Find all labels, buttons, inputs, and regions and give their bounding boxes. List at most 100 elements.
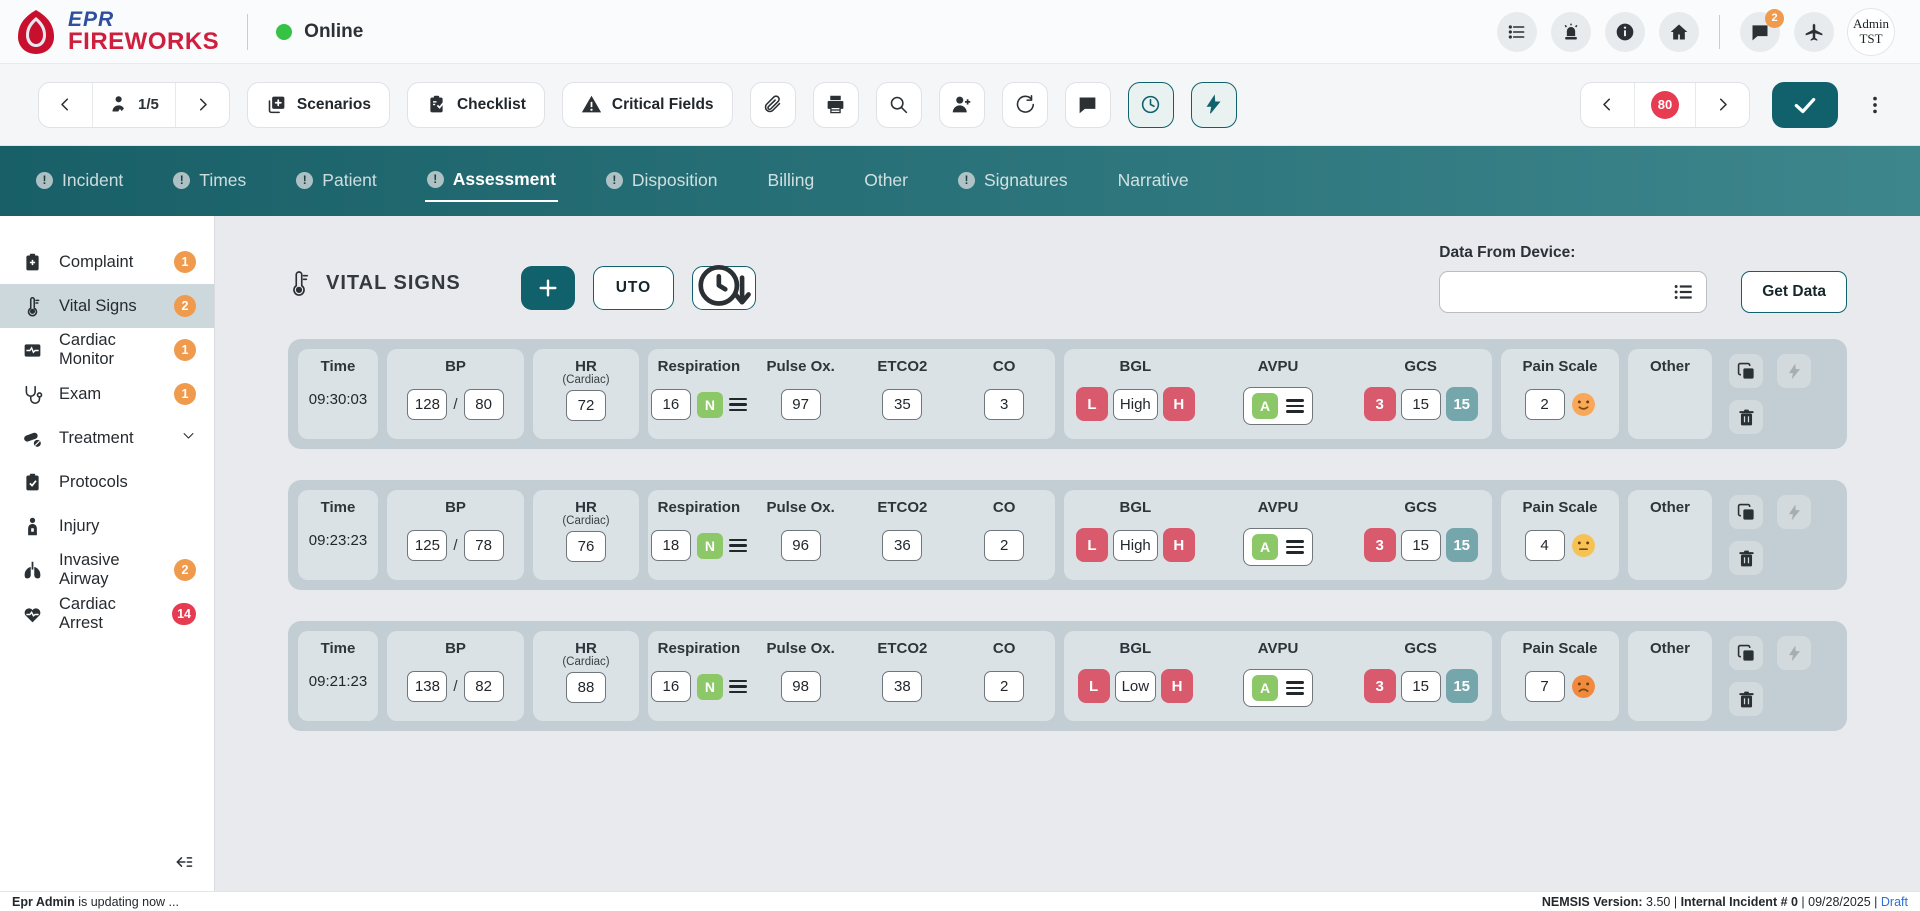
etco2-input[interactable]: 36 (882, 530, 922, 561)
sidebar-item-treatment[interactable]: Treatment (0, 416, 214, 460)
bgl-high-chip[interactable]: H (1163, 387, 1195, 421)
bp-diastolic-input[interactable]: 78 (464, 530, 504, 561)
respiration-options-icon[interactable] (729, 539, 747, 553)
bgl-value-input[interactable]: High (1113, 389, 1158, 420)
delete-row-button[interactable] (1729, 541, 1763, 575)
quick-actions-button[interactable] (1191, 82, 1237, 128)
get-data-button[interactable]: Get Data (1741, 271, 1847, 313)
tab-patient[interactable]: !Patient (294, 162, 378, 201)
time-import-button[interactable] (692, 266, 756, 310)
bp-diastolic-input[interactable]: 80 (464, 389, 504, 420)
sidebar-item-vital-signs[interactable]: Vital Signs 2 (0, 284, 214, 328)
patient-next-button[interactable] (176, 83, 229, 127)
etco2-input[interactable]: 38 (882, 671, 922, 702)
record-prev-button[interactable] (1581, 83, 1635, 127)
respiration-input[interactable]: 16 (651, 389, 691, 420)
respiration-options-icon[interactable] (729, 398, 747, 412)
time-cell[interactable]: Time 09:23:23 (298, 490, 378, 580)
other-cell[interactable]: Other (1628, 349, 1712, 439)
tab-billing[interactable]: !Billing (766, 162, 817, 201)
sidebar-item-cardiac-monitor[interactable]: Cardiac Monitor 1 (0, 328, 214, 372)
respiration-quality-chip[interactable]: N (697, 674, 723, 700)
critical-fields-button[interactable]: Critical Fields (562, 82, 733, 128)
row-quick-action-button[interactable] (1777, 495, 1811, 529)
gcs-first-chip[interactable]: 3 (1364, 387, 1396, 421)
gcs-total-input[interactable]: 15 (1401, 530, 1441, 561)
record-next-button[interactable] (1696, 83, 1749, 127)
sidebar-item-injury[interactable]: Injury (0, 504, 214, 548)
pain-input[interactable]: 7 (1525, 671, 1565, 702)
more-options-button[interactable] (1860, 82, 1890, 128)
gcs-first-chip[interactable]: 3 (1364, 528, 1396, 562)
other-cell[interactable]: Other (1628, 631, 1712, 721)
tab-disposition[interactable]: !Disposition (604, 162, 720, 201)
home-button[interactable] (1659, 12, 1699, 52)
device-select[interactable] (1439, 271, 1707, 313)
gcs-max-chip[interactable]: 15 (1446, 528, 1478, 562)
delete-row-button[interactable] (1729, 682, 1763, 716)
sidebar-item-exam[interactable]: Exam 1 (0, 372, 214, 416)
bgl-low-chip[interactable]: L (1076, 387, 1108, 421)
copy-row-button[interactable] (1729, 495, 1763, 529)
sidebar-item-complaint[interactable]: Complaint 1 (0, 240, 214, 284)
tab-incident[interactable]: !Incident (34, 162, 125, 201)
pulse-ox-input[interactable]: 98 (781, 671, 821, 702)
time-cell[interactable]: Time 09:21:23 (298, 631, 378, 721)
respiration-quality-chip[interactable]: N (697, 533, 723, 559)
sidebar-item-cardiac-arrest[interactable]: Cardiac Arrest 14 (0, 592, 214, 636)
draft-status-link[interactable]: Draft (1881, 895, 1908, 909)
add-patient-button[interactable] (939, 82, 985, 128)
co-input[interactable]: 2 (984, 530, 1024, 561)
hr-input[interactable]: 88 (566, 672, 606, 703)
messages-button[interactable]: 2 (1740, 12, 1780, 52)
pain-input[interactable]: 4 (1525, 530, 1565, 561)
respiration-options-icon[interactable] (729, 680, 747, 694)
attachments-button[interactable] (750, 82, 796, 128)
other-cell[interactable]: Other (1628, 490, 1712, 580)
tab-narrative[interactable]: !Narrative (1116, 162, 1191, 201)
tab-assessment[interactable]: !Assessment (425, 161, 558, 202)
patient-prev-button[interactable] (39, 83, 93, 127)
tab-times[interactable]: !Times (171, 162, 248, 201)
add-vital-button[interactable] (521, 266, 575, 310)
hr-input[interactable]: 76 (566, 531, 606, 562)
copy-row-button[interactable] (1729, 636, 1763, 670)
avpu-select[interactable]: A (1243, 387, 1313, 425)
bgl-high-chip[interactable]: H (1163, 528, 1195, 562)
bp-systolic-input[interactable]: 138 (407, 671, 447, 702)
sidebar-item-invasive-airway[interactable]: Invasive Airway 2 (0, 548, 214, 592)
respiration-input[interactable]: 16 (651, 671, 691, 702)
patient-counter[interactable]: 1/5 (93, 83, 176, 127)
time-log-button[interactable] (1128, 82, 1174, 128)
copy-row-button[interactable] (1729, 354, 1763, 388)
bp-diastolic-input[interactable]: 82 (464, 671, 504, 702)
validate-button[interactable] (1772, 82, 1838, 128)
bgl-value-input[interactable]: Low (1115, 671, 1157, 702)
etco2-input[interactable]: 35 (882, 389, 922, 420)
sync-button[interactable] (1002, 82, 1048, 128)
gcs-total-input[interactable]: 15 (1401, 389, 1441, 420)
gcs-total-input[interactable]: 15 (1401, 671, 1441, 702)
sidebar-collapse-button[interactable] (174, 852, 214, 877)
bgl-low-chip[interactable]: L (1078, 669, 1110, 703)
tab-other[interactable]: !Other (862, 162, 910, 201)
co-input[interactable]: 2 (984, 671, 1024, 702)
scenarios-button[interactable]: Scenarios (247, 82, 390, 128)
pulse-ox-input[interactable]: 96 (781, 530, 821, 561)
respiration-quality-chip[interactable]: N (697, 392, 723, 418)
record-counter[interactable]: 80 (1635, 83, 1696, 127)
co-input[interactable]: 3 (984, 389, 1024, 420)
bgl-value-input[interactable]: High (1113, 530, 1158, 561)
pulse-ox-input[interactable]: 97 (781, 389, 821, 420)
avpu-select[interactable]: A (1243, 669, 1313, 707)
comments-button[interactable] (1065, 82, 1111, 128)
gcs-first-chip[interactable]: 3 (1364, 669, 1396, 703)
bp-systolic-input[interactable]: 125 (407, 530, 447, 561)
transport-mode-button[interactable] (1794, 12, 1834, 52)
gcs-max-chip[interactable]: 15 (1446, 387, 1478, 421)
bgl-low-chip[interactable]: L (1076, 528, 1108, 562)
delete-row-button[interactable] (1729, 400, 1763, 434)
row-quick-action-button[interactable] (1777, 636, 1811, 670)
sidebar-item-protocols[interactable]: Protocols (0, 460, 214, 504)
menu-list-button[interactable] (1497, 12, 1537, 52)
